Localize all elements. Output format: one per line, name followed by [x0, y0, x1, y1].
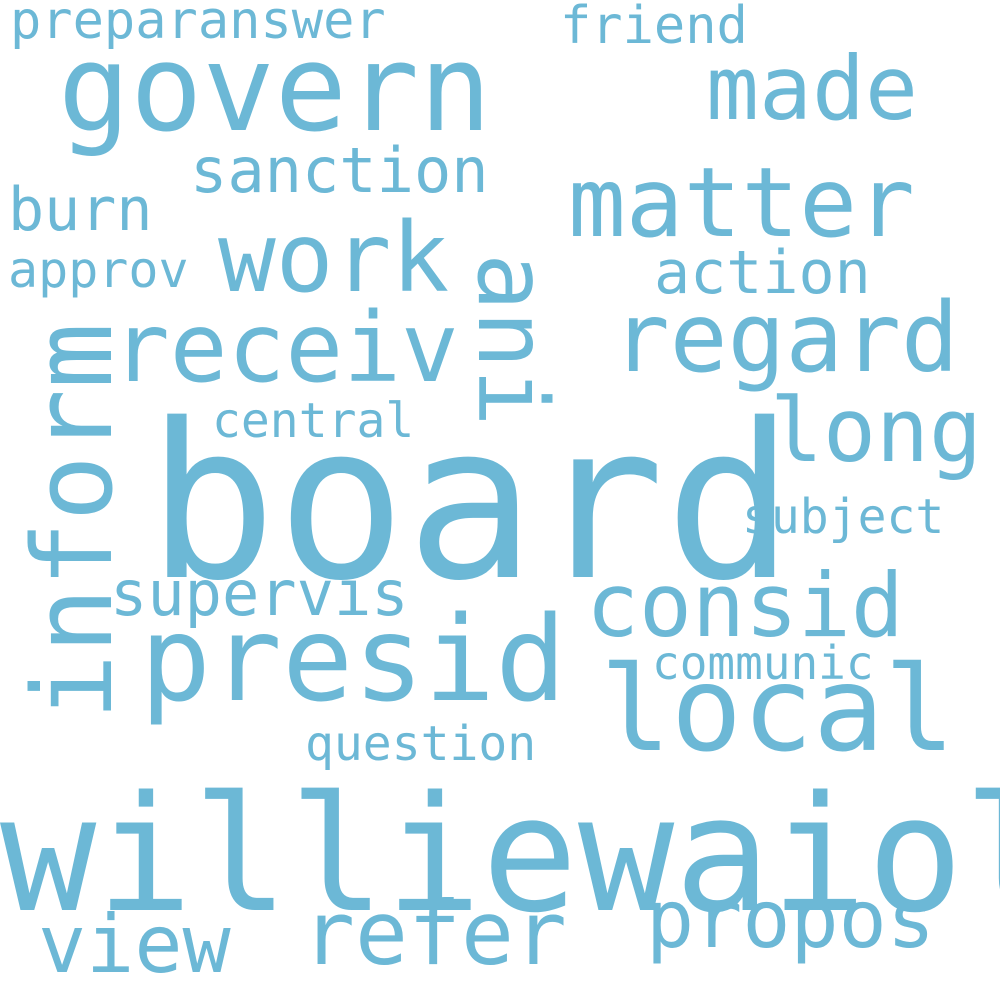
word-govern: govern [58, 20, 492, 159]
word-subject: subject [742, 489, 945, 545]
word-propos: propos [646, 873, 935, 966]
word-long: long [770, 379, 982, 482]
word-refer: refer [302, 882, 567, 985]
word-sanction: sanction [190, 134, 489, 207]
word-friend: friend [560, 0, 748, 56]
word-view: view [38, 898, 231, 991]
word-presid: presid [140, 590, 567, 728]
word-supervis: supervis [110, 557, 409, 630]
word-inform: inform [9, 322, 137, 720]
word-consid: consid [586, 554, 904, 657]
word-central: central [212, 393, 415, 449]
word-made: made [706, 37, 918, 140]
word-regard: regard [612, 282, 959, 394]
word-action: action [654, 238, 871, 308]
word-preparanswer: preparanswer [10, 0, 386, 51]
word-matter: matter [568, 147, 915, 259]
word-work: work [218, 202, 450, 314]
word-board: board [147, 377, 795, 628]
word-question: question [305, 716, 537, 772]
word-receiv: receiv [112, 292, 459, 404]
word-approv: approv [8, 241, 189, 299]
word-williewaiola: williewaiola [0, 761, 1000, 948]
word-burn: burn [8, 175, 153, 245]
word-local: local [600, 640, 956, 778]
word-communic: communic [652, 636, 874, 690]
